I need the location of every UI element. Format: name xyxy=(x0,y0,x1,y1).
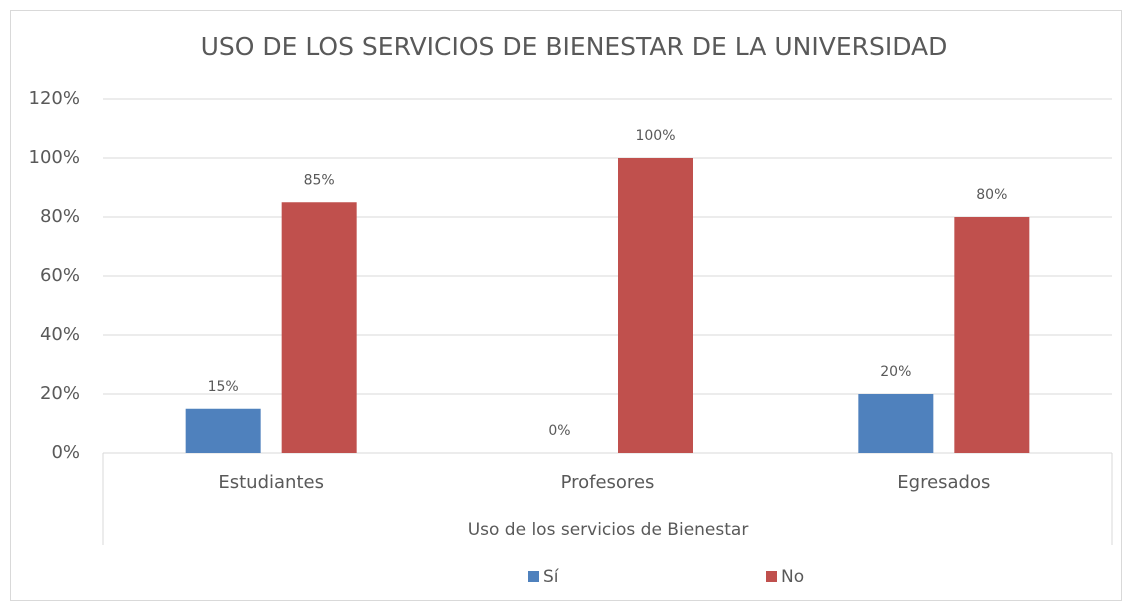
value-label: 0% xyxy=(548,423,570,439)
chart-title: USO DE LOS SERVICIOS DE BIENESTAR DE LA … xyxy=(201,32,948,61)
y-tick-label: 20% xyxy=(40,383,80,404)
x-tick-label: Egresados xyxy=(897,472,990,493)
value-label: 100% xyxy=(635,128,675,144)
value-label: 80% xyxy=(976,187,1007,203)
y-tick-label: 0% xyxy=(51,442,80,463)
y-tick-label: 40% xyxy=(40,324,80,345)
y-tick-label: 80% xyxy=(40,206,80,227)
y-tick-label: 120% xyxy=(29,88,80,109)
x-tick-label: Profesores xyxy=(561,472,655,493)
value-label: 15% xyxy=(208,379,239,395)
y-tick-label: 100% xyxy=(29,147,80,168)
legend-swatch xyxy=(766,571,777,582)
legend-label: Sí xyxy=(543,567,560,587)
legend-swatch xyxy=(528,571,539,582)
bar xyxy=(281,202,357,453)
bar xyxy=(618,158,693,453)
value-label: 85% xyxy=(304,172,335,188)
y-tick-label: 60% xyxy=(40,265,80,286)
x-tick-label: Estudiantes xyxy=(218,472,324,493)
bar xyxy=(185,408,261,453)
bar xyxy=(954,217,1030,453)
legend-label: No xyxy=(781,567,804,587)
chart-border xyxy=(10,10,1122,601)
x-axis-label: Uso de los servicios de Bienestar xyxy=(468,520,749,540)
bar xyxy=(858,394,934,453)
value-label: 20% xyxy=(880,364,911,380)
